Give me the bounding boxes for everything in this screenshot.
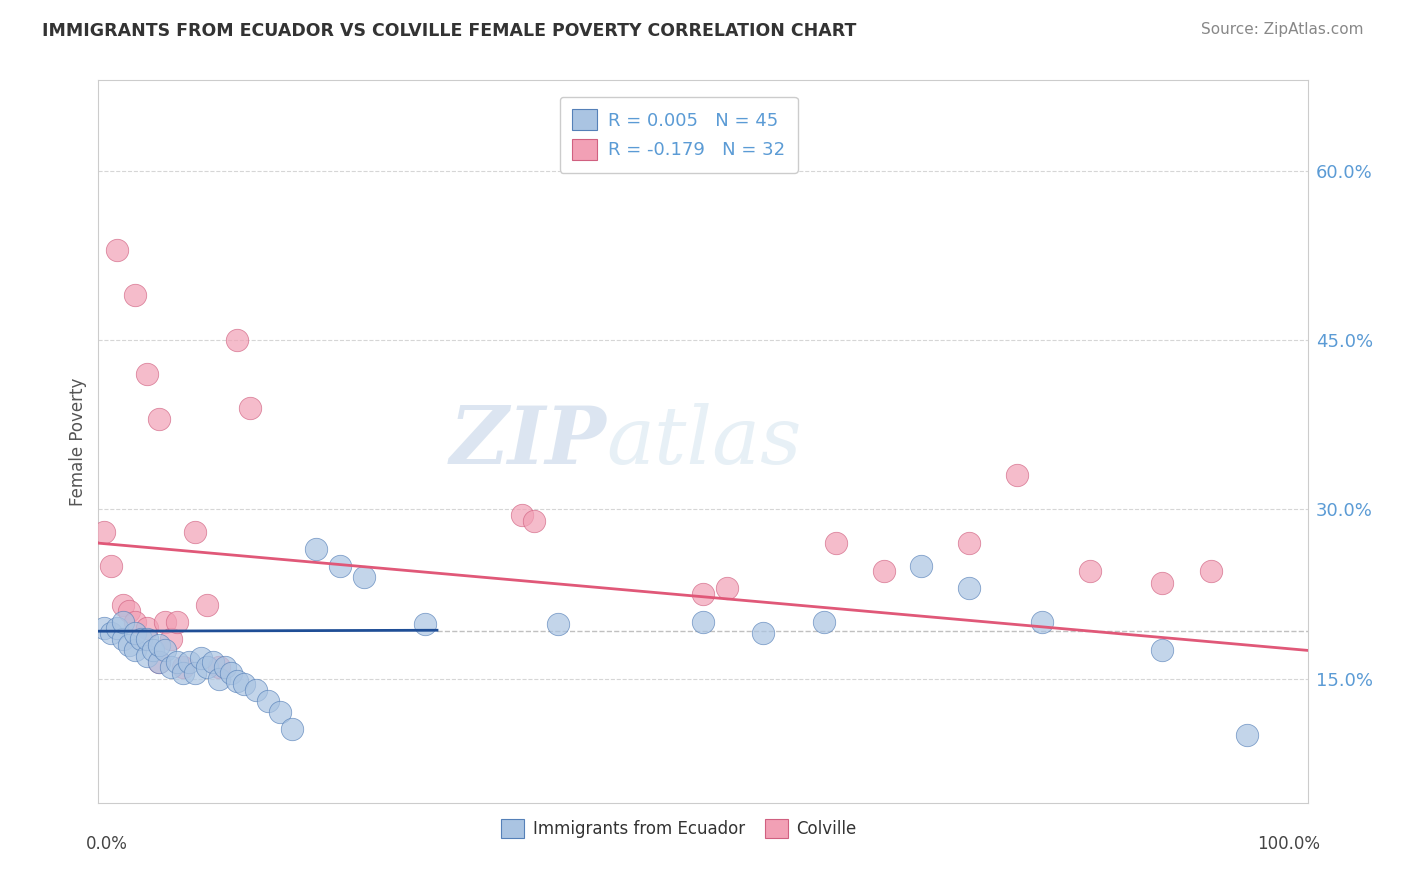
Point [245,682,267,697]
Point [353,570,375,584]
Point [692,615,714,630]
Point [1007,468,1029,483]
Point [195,660,218,674]
Point [135,632,157,646]
Point [547,617,569,632]
Point [256,694,278,708]
Point [208,660,231,674]
Legend: Immigrants from Ecuador, Colville: Immigrants from Ecuador, Colville [495,813,863,845]
Point [153,615,176,630]
Y-axis label: Female Poverty: Female Poverty [69,377,87,506]
Point [153,643,176,657]
Point [510,508,533,522]
Point [214,660,236,674]
Point [148,655,170,669]
Point [208,672,231,686]
Point [111,615,134,630]
Point [166,615,188,630]
Point [190,651,212,665]
Point [160,632,183,646]
Point [1078,565,1101,579]
Point [1031,615,1053,630]
Point [135,648,157,663]
Point [1152,643,1174,657]
Point [1152,575,1174,590]
Point [172,665,194,680]
Text: Source: ZipAtlas.com: Source: ZipAtlas.com [1201,22,1364,37]
Point [910,558,932,573]
Text: atlas: atlas [606,403,801,480]
Point [184,665,207,680]
Point [523,514,546,528]
Point [124,643,146,657]
Point [413,617,436,632]
Point [124,615,146,630]
Point [135,621,157,635]
Point [148,655,170,669]
Point [148,638,170,652]
Point [226,673,249,688]
Point [195,599,218,613]
Point [118,638,141,652]
Point [93,524,115,539]
Point [957,536,980,550]
Text: 100.0%: 100.0% [1257,835,1320,854]
Point [232,677,254,691]
Point [111,632,134,646]
Point [269,706,291,720]
Point [100,626,122,640]
Point [184,524,207,539]
Point [281,723,304,737]
Point [105,243,128,257]
Text: ZIP: ZIP [450,403,606,480]
Point [692,587,714,601]
Point [142,643,165,657]
Point [135,367,157,381]
Point [813,615,835,630]
Point [957,582,980,596]
Point [305,541,328,556]
Point [179,655,201,669]
Point [100,558,122,573]
Point [118,604,141,618]
Point [329,558,352,573]
Point [226,333,249,347]
Point [873,565,896,579]
Point [1236,728,1258,742]
Text: 0.0%: 0.0% [86,835,128,854]
Point [124,626,146,640]
Point [825,536,848,550]
Point [166,655,188,669]
Point [752,626,775,640]
Point [239,401,262,415]
Point [93,621,115,635]
Point [129,632,152,646]
Point [221,665,243,680]
Point [105,621,128,635]
Point [124,287,146,301]
Point [172,660,194,674]
Point [111,599,134,613]
Point [202,655,225,669]
Point [716,582,738,596]
Point [148,412,170,426]
Point [160,660,183,674]
Text: IMMIGRANTS FROM ECUADOR VS COLVILLE FEMALE POVERTY CORRELATION CHART: IMMIGRANTS FROM ECUADOR VS COLVILLE FEMA… [42,22,856,40]
Point [1199,565,1222,579]
